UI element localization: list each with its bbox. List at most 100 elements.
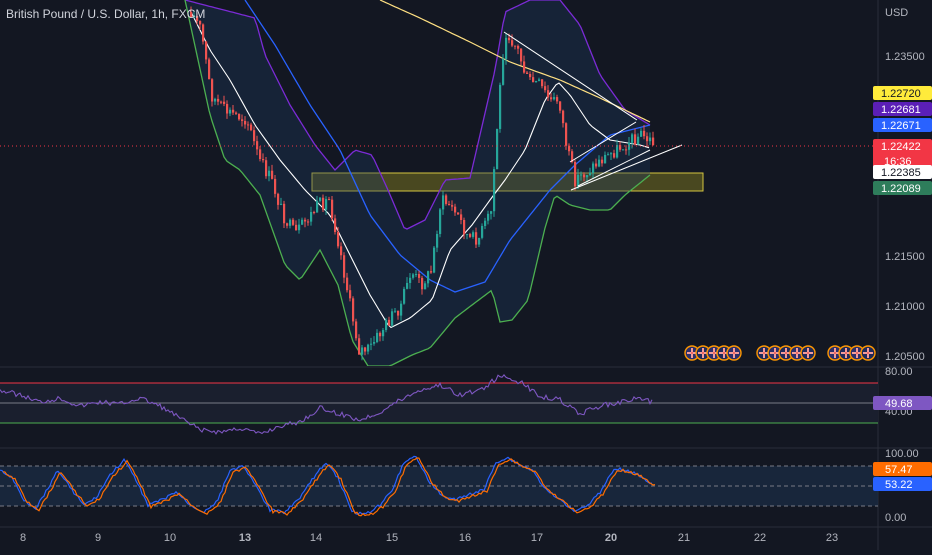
channel-line-upper[interactable]: [569, 121, 637, 163]
candle-body: [526, 72, 529, 75]
price-axis[interactable]: USD 1.235001.230001.225001.215001.210001…: [885, 7, 925, 413]
candle-body: [520, 48, 523, 62]
channel-line-lower[interactable]: [577, 149, 651, 187]
candle-body: [547, 90, 550, 98]
main-pane[interactable]: [0, 0, 878, 366]
candle-body: [604, 154, 607, 164]
candle-body: [256, 141, 259, 150]
moving-average-blue: [244, 0, 651, 293]
stoch-value-tag: 57.47: [873, 462, 932, 476]
economic-events-row[interactable]: [684, 345, 876, 361]
stoch-value-tag: 53.22: [873, 477, 932, 491]
rsi-pane[interactable]: [0, 374, 878, 435]
candle-body: [586, 175, 589, 178]
candle-body: [310, 212, 313, 222]
stoch-d-line: [2, 457, 656, 517]
candle-body: [361, 347, 364, 355]
candle-body: [208, 59, 211, 80]
candle-body: [616, 145, 619, 158]
price-tick-label: 1.20500: [885, 351, 925, 363]
candle-body: [394, 310, 397, 312]
time-tick-label: 10: [164, 532, 176, 544]
candle-body: [343, 255, 346, 278]
time-tick-label: 9: [95, 532, 101, 544]
candle-body: [535, 80, 538, 83]
candle-body: [412, 274, 415, 278]
candle-body: [196, 15, 199, 21]
candle-body: [499, 84, 502, 129]
candle-body: [445, 195, 448, 204]
candle-body: [199, 20, 202, 25]
candle-body: [505, 37, 508, 60]
candle-body: [229, 109, 232, 114]
candle-body: [622, 149, 625, 151]
time-axis[interactable]: 8 9 10 13 14 15 16 17 20 21 22 23: [20, 532, 838, 544]
candle-body: [373, 342, 376, 344]
stoch-value-label: 57.47: [885, 464, 913, 476]
trendline-lower[interactable]: [570, 144, 683, 191]
candle-body: [553, 97, 556, 100]
price-tick-label: 1.23500: [885, 51, 925, 63]
price-tick-label: 1.21500: [885, 251, 925, 263]
candle-body: [220, 101, 223, 103]
candle-body: [631, 134, 634, 143]
candle-body: [484, 220, 487, 226]
time-tick-label: 13: [239, 532, 251, 544]
price-tag-label: 1.22422: [881, 141, 921, 153]
candle-body: [268, 170, 271, 177]
candle-body: [610, 153, 613, 155]
candle-body: [550, 97, 553, 100]
candle-body: [556, 97, 559, 102]
candle-body: [406, 282, 409, 289]
candle-body: [379, 332, 382, 337]
candle-body: [223, 101, 226, 104]
candle-body: [322, 197, 325, 210]
support-zone-rectangle[interactable]: [311, 172, 704, 192]
candle-body: [601, 159, 604, 164]
candle-body: [391, 311, 394, 326]
candlestick-series[interactable]: [190, 6, 655, 361]
trendline-upper[interactable]: [503, 31, 638, 121]
candle-body: [295, 224, 298, 231]
candle-body: [280, 203, 283, 205]
candle-body: [475, 232, 478, 245]
candle-body: [286, 223, 289, 226]
candle-body: [400, 303, 403, 316]
candle-body: [532, 77, 535, 83]
time-tick-label: 21: [678, 532, 690, 544]
symbol-title[interactable]: British Pound / U.S. Dollar, 1h, FXCM: [6, 7, 206, 21]
candle-body: [358, 338, 361, 355]
candle-body: [226, 103, 229, 114]
candle-body: [454, 206, 457, 213]
candle-body: [325, 199, 328, 210]
stochastic-pane[interactable]: [0, 455, 878, 517]
candle-body: [265, 160, 268, 177]
candle-body: [250, 124, 253, 131]
candle-body: [502, 59, 505, 85]
moving-average-white: [189, 9, 650, 329]
price-tag: 1.22385: [873, 165, 932, 179]
candle-body: [247, 124, 250, 126]
flag-gb-icon[interactable]: [726, 345, 742, 361]
candle-body: [253, 130, 256, 142]
candle-body: [367, 344, 370, 352]
candle-body: [283, 203, 286, 224]
flag-gb-icon[interactable]: [767, 345, 783, 361]
candle-body: [574, 161, 577, 187]
candle-body: [646, 136, 649, 142]
candle-body: [415, 274, 418, 276]
candle-body: [529, 74, 532, 78]
flag-us-icon[interactable]: [800, 345, 816, 361]
flag-us-icon[interactable]: [778, 345, 794, 361]
candle-body: [439, 209, 442, 234]
candle-body: [460, 214, 463, 220]
candle-body: [514, 45, 517, 47]
candle-body: [580, 174, 583, 176]
candle-body: [409, 277, 412, 283]
flag-us-icon[interactable]: [860, 345, 876, 361]
